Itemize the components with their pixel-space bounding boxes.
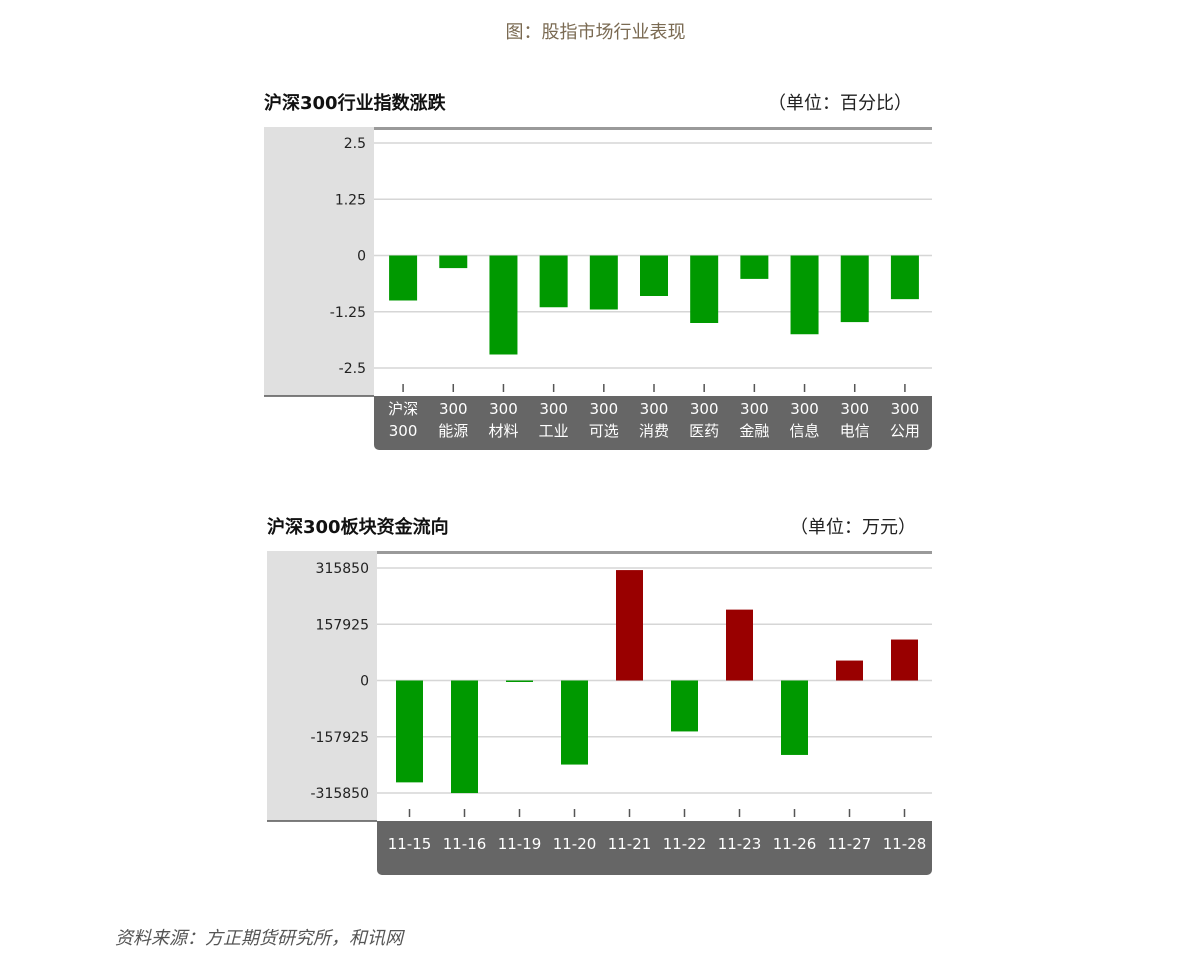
chart1-category-label: 公用: [890, 422, 920, 440]
chart2-bar: [396, 680, 423, 783]
chart2-ytick-label: 315850: [316, 561, 369, 577]
chart1-category-label: 300: [840, 400, 869, 418]
chart1-title: 沪深300行业指数涨跌: [264, 93, 446, 114]
chart2-bar: [506, 680, 533, 682]
chart1-bar: [489, 255, 518, 355]
chart2-bar: [561, 680, 588, 765]
chart1-bar: [439, 255, 468, 269]
chart1-category-label: 电信: [840, 422, 870, 440]
chart2-category-label: 11-19: [498, 835, 542, 853]
chart1-category-label: 300: [891, 400, 920, 418]
chart1-category-label: 300: [439, 400, 468, 418]
chart2-ytick-label: -157925: [311, 730, 370, 746]
chart1-bar: [539, 255, 568, 308]
chart1-category-label: 信息: [790, 422, 820, 440]
chart1-category-label: 材料: [488, 422, 518, 440]
chart2-bar: [891, 639, 918, 681]
chart1-bar: [589, 255, 618, 310]
chart1-category-label: 能源: [438, 422, 468, 440]
chart1-category-label: 300: [740, 400, 769, 418]
chart2-yaxis-panel: [267, 551, 377, 821]
chart1-ytick-label: -2.5: [339, 361, 366, 377]
chart1-bar: [790, 255, 819, 335]
chart1-category-label: 沪深: [388, 400, 418, 418]
chart1-category-label: 可选: [589, 422, 619, 440]
chart1-ytick-label: 0: [357, 249, 366, 265]
chart2-bar: [726, 609, 753, 681]
chart1-category-label: 300: [790, 400, 819, 418]
chart1-bar: [740, 255, 769, 279]
chart1-top-border: [374, 127, 932, 130]
chart1-category-label: 300: [690, 400, 719, 418]
chart2-category-band-top: [377, 821, 932, 829]
chart2-top-border: [377, 551, 932, 554]
chart1-category-label: 300: [589, 400, 618, 418]
chart2-category-band: [377, 821, 932, 875]
chart2-category-label: 11-16: [443, 835, 487, 853]
chart2-bar: [616, 570, 643, 681]
chart2-category-label: 11-21: [608, 835, 652, 853]
chart1-category-band: [374, 396, 932, 450]
chart2-ytick-label: 0: [360, 674, 369, 690]
chart2-category-label: 11-23: [718, 835, 762, 853]
chart1-bar: [640, 255, 668, 296]
chart1-category-label: 300: [489, 400, 518, 418]
chart2-category-label: 11-28: [883, 835, 927, 853]
chart1-category-label: 300: [539, 400, 568, 418]
chart2-ytick-label: -315850: [311, 786, 370, 802]
chart1-ytick-label: -1.25: [330, 305, 366, 321]
chart2-bar: [671, 680, 698, 732]
chart1-ytick-label: 2.5: [344, 136, 366, 152]
chart2-bar: [781, 680, 808, 755]
chart1-bar: [690, 255, 719, 323]
page-title: 图：股指市场行业表现: [505, 22, 686, 43]
chart2-category-label: 11-15: [388, 835, 432, 853]
source-note: 资料来源：方正期货研究所，和讯网: [115, 928, 403, 949]
chart1-category-label: 医药: [689, 422, 719, 440]
chart2-category-label: 11-22: [663, 835, 707, 853]
chart2-bar: [836, 660, 863, 681]
chart1-ytick-label: 1.25: [335, 192, 366, 208]
chart1-bar: [840, 255, 869, 323]
chart2-unit: （单位：万元）: [790, 517, 916, 538]
chart2-ytick-label: 157925: [316, 617, 369, 633]
chart1-category-label: 300: [389, 422, 418, 440]
chart2-category-label: 11-27: [828, 835, 872, 853]
chart1-category-label: 300: [640, 400, 669, 418]
chart1-yaxis-panel: [264, 127, 374, 396]
chart1-category-band-top: [374, 396, 932, 404]
chart1-category-label: 消费: [639, 422, 669, 440]
chart1-category-label: 金融: [739, 422, 769, 440]
chart2-bar: [451, 680, 478, 794]
chart1-unit: （单位：百分比）: [768, 93, 912, 114]
chart1-bar: [389, 255, 418, 301]
chart1-category-label: 工业: [539, 422, 569, 440]
chart2-category-label: 11-26: [773, 835, 817, 853]
chart1-bar: [890, 255, 919, 300]
chart2-title: 沪深300板块资金流向: [267, 517, 449, 538]
chart2-category-label: 11-20: [553, 835, 597, 853]
